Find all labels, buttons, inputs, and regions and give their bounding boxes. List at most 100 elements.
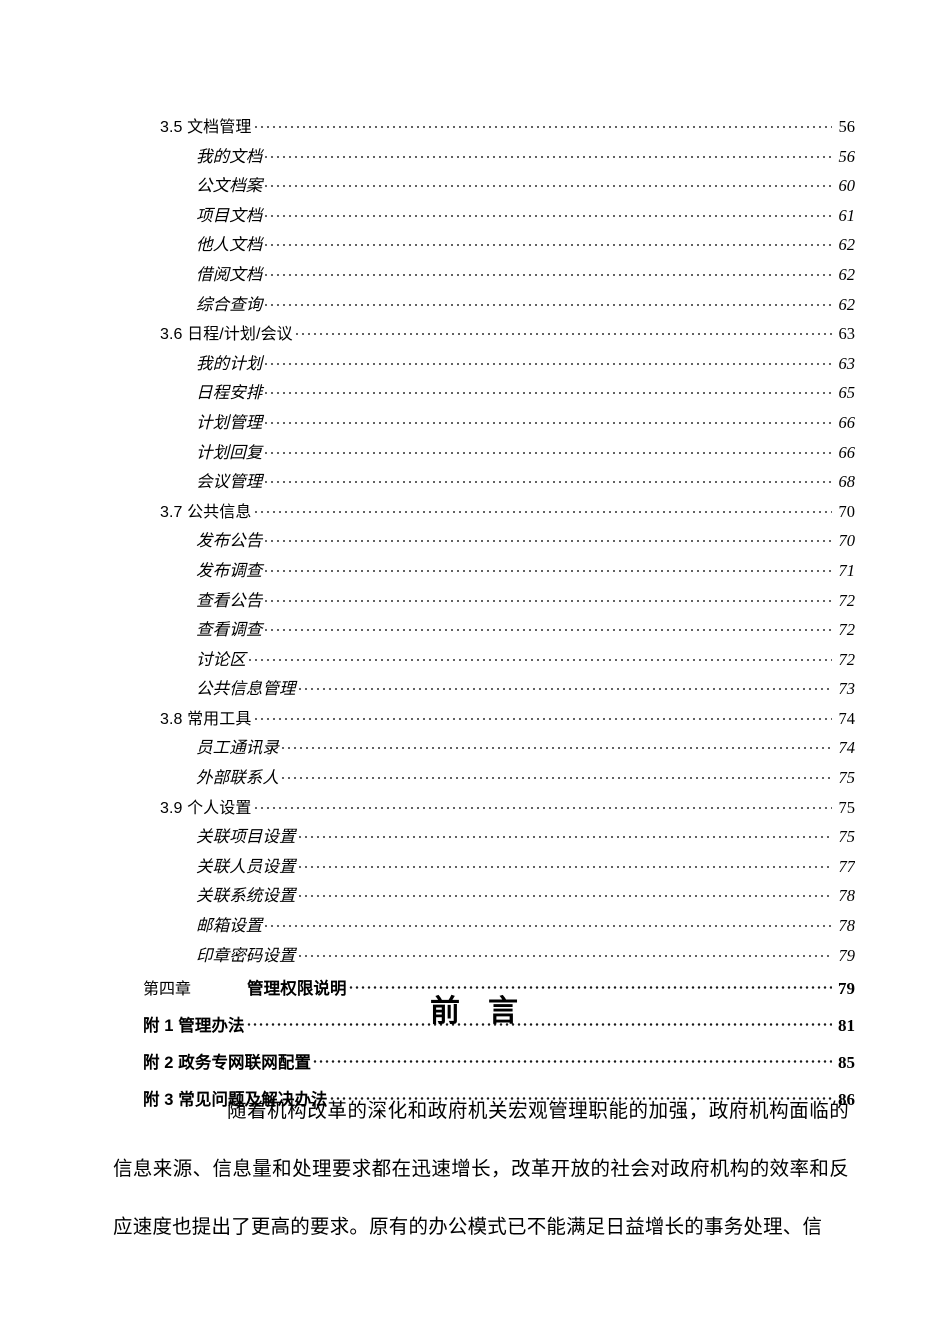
toc-dot-leader xyxy=(296,678,832,694)
toc-entry-label: 公文档案 xyxy=(196,176,263,196)
toc-entry-label: 附 1 管理办法 xyxy=(143,1017,245,1036)
toc-dot-leader xyxy=(263,205,832,221)
toc-entry[interactable]: 公文档案 60 xyxy=(113,171,855,201)
toc-entry-label: 3.8 常用工具 xyxy=(160,710,252,728)
toc-entry-page-number: 70 xyxy=(838,501,856,521)
toc-entry-label: 发布调查 xyxy=(196,560,263,580)
toc-dot-leader xyxy=(280,737,832,753)
toc-entry-label: 邮箱设置 xyxy=(196,916,263,936)
toc-dot-leader xyxy=(245,1015,832,1031)
preface-heading-char-2: 言 xyxy=(488,995,520,1028)
toc-entry[interactable]: 邮箱设置 78 xyxy=(113,911,855,941)
toc-dot-leader xyxy=(263,294,832,310)
toc-dot-leader xyxy=(263,471,832,487)
toc-entry[interactable]: 3.5 文档管理 56 xyxy=(113,112,855,142)
toc-entry-label: 3.6 日程/计划/会议 xyxy=(160,326,293,344)
toc-entry[interactable]: 关联人员设置 77 xyxy=(113,852,855,882)
toc-dot-leader xyxy=(263,234,832,250)
toc-entry[interactable]: 印章密码设置 79 xyxy=(113,941,855,971)
preface-paragraph: 随着机构改革的深化和政府机关宏观管理职能的加强，政府机构面临的信息来源、信息量和… xyxy=(113,1100,849,1238)
toc-dot-leader xyxy=(246,649,832,665)
toc-entry-page-number: 66 xyxy=(838,442,856,462)
toc-dot-leader xyxy=(252,797,833,813)
toc-entry-label: 他人文档 xyxy=(196,235,263,255)
toc-entry[interactable]: 3.7 公共信息 70 xyxy=(113,497,855,527)
toc-dot-leader xyxy=(263,412,832,428)
toc-entry-page-number: 70 xyxy=(838,531,856,551)
toc-entry[interactable]: 查看公告 72 xyxy=(113,586,855,616)
toc-dot-leader xyxy=(263,915,832,931)
toc-entry-label: 印章密码设置 xyxy=(196,945,296,965)
toc-dot-leader xyxy=(328,1089,832,1105)
toc-entry-page-number: 78 xyxy=(838,886,856,906)
toc-entry-label: 项目文档 xyxy=(196,205,263,225)
toc-entry-page-number: 75 xyxy=(838,768,856,788)
toc-entry-page-number: 78 xyxy=(838,916,856,936)
toc-entry-label: 计划回复 xyxy=(196,442,263,462)
toc-entry-page-number: 86 xyxy=(838,1090,855,1110)
toc-entry-page-number: 63 xyxy=(838,324,856,344)
toc-entry-page-number: 75 xyxy=(838,827,856,847)
toc-entry[interactable]: 附 2 政务专网联网配置 85 xyxy=(113,1044,855,1081)
toc-dot-leader xyxy=(263,264,832,280)
toc-entry[interactable]: 会议管理 68 xyxy=(113,467,855,497)
toc-dot-leader xyxy=(312,1052,832,1068)
toc-entry[interactable]: 讨论区 72 xyxy=(113,645,855,675)
toc-entry-label: 关联系统设置 xyxy=(196,886,296,906)
toc-entry[interactable]: 附 3 常见问题及解决办法 86 xyxy=(113,1081,855,1118)
toc-dot-leader xyxy=(252,708,833,724)
toc-entry[interactable]: 外部联系人 75 xyxy=(113,763,855,793)
toc-dot-leader xyxy=(293,323,832,339)
toc-entry[interactable]: 3.8 常用工具 74 xyxy=(113,704,855,734)
toc-entry-label: 我的计划 xyxy=(196,353,263,373)
toc-entry-page-number: 62 xyxy=(838,264,856,284)
toc-entry[interactable]: 公共信息管理 73 xyxy=(113,674,855,704)
preface-heading: 前言 xyxy=(0,986,950,1030)
toc-entry[interactable]: 3.9 个人设置 75 xyxy=(113,793,855,823)
toc-entry[interactable]: 借阅文档 62 xyxy=(113,260,855,290)
toc-entry-label: 查看公告 xyxy=(196,590,263,610)
toc-entry-page-number: 68 xyxy=(838,472,856,492)
toc-entry-label: 综合查询 xyxy=(196,294,263,314)
toc-entry[interactable]: 日程安排 65 xyxy=(113,378,855,408)
toc-entry-page-number: 72 xyxy=(838,620,856,640)
toc-entry[interactable]: 查看调查 72 xyxy=(113,615,855,645)
toc-entry-label: 计划管理 xyxy=(196,412,263,432)
toc-entry-page-number: 56 xyxy=(838,146,856,166)
toc-dot-leader xyxy=(252,501,833,517)
toc-dot-leader xyxy=(263,146,832,162)
toc-entry-page-number: 72 xyxy=(838,590,856,610)
toc-entry[interactable]: 员工通讯录 74 xyxy=(113,733,855,763)
toc-entry-label: 讨论区 xyxy=(196,649,246,669)
toc-entry[interactable]: 项目文档 61 xyxy=(113,201,855,231)
toc-dot-leader xyxy=(263,530,832,546)
toc-entry-label: 公共信息管理 xyxy=(196,679,296,699)
toc-entry-page-number: 62 xyxy=(838,235,856,255)
toc-entry[interactable]: 关联系统设置 78 xyxy=(113,881,855,911)
toc-entry-page-number: 62 xyxy=(838,294,856,314)
toc-entry-page-number: 74 xyxy=(838,708,856,728)
toc-entry-label: 3.5 文档管理 xyxy=(160,119,252,136)
toc-entry[interactable]: 我的计划 63 xyxy=(113,349,855,379)
toc-entry[interactable]: 计划管理 66 xyxy=(113,408,855,438)
toc-entry-label: 发布公告 xyxy=(196,531,263,551)
toc-entry[interactable]: 计划回复 66 xyxy=(113,438,855,468)
toc-dot-leader xyxy=(263,353,832,369)
toc-entry[interactable]: 附 1 管理办法 81 xyxy=(113,1007,855,1044)
toc-entry-label: 查看调查 xyxy=(196,620,263,640)
toc-entry[interactable]: 3.6 日程/计划/会议 63 xyxy=(113,319,855,349)
toc-dot-leader xyxy=(296,945,832,961)
toc-entry[interactable]: 关联项目设置 75 xyxy=(113,822,855,852)
toc-entry[interactable]: 综合查询 62 xyxy=(113,290,855,320)
toc-entry-label: 附 3 常见问题及解决办法 xyxy=(143,1091,328,1110)
toc-entry[interactable]: 他人文档 62 xyxy=(113,230,855,260)
toc-entry[interactable]: 我的文档 56 xyxy=(113,142,855,172)
toc-entry-label: 员工通讯录 xyxy=(196,738,279,758)
toc-entry-page-number: 60 xyxy=(838,176,856,196)
toc-entry[interactable]: 发布调查 71 xyxy=(113,556,855,586)
toc-entry[interactable]: 发布公告 70 xyxy=(113,526,855,556)
toc-dot-leader xyxy=(296,885,832,901)
toc-entry[interactable]: 第四章 管理权限说明 79 xyxy=(113,970,855,1007)
toc-entry-page-number: 61 xyxy=(838,205,856,225)
preface-heading-char-1: 前 xyxy=(430,995,462,1028)
